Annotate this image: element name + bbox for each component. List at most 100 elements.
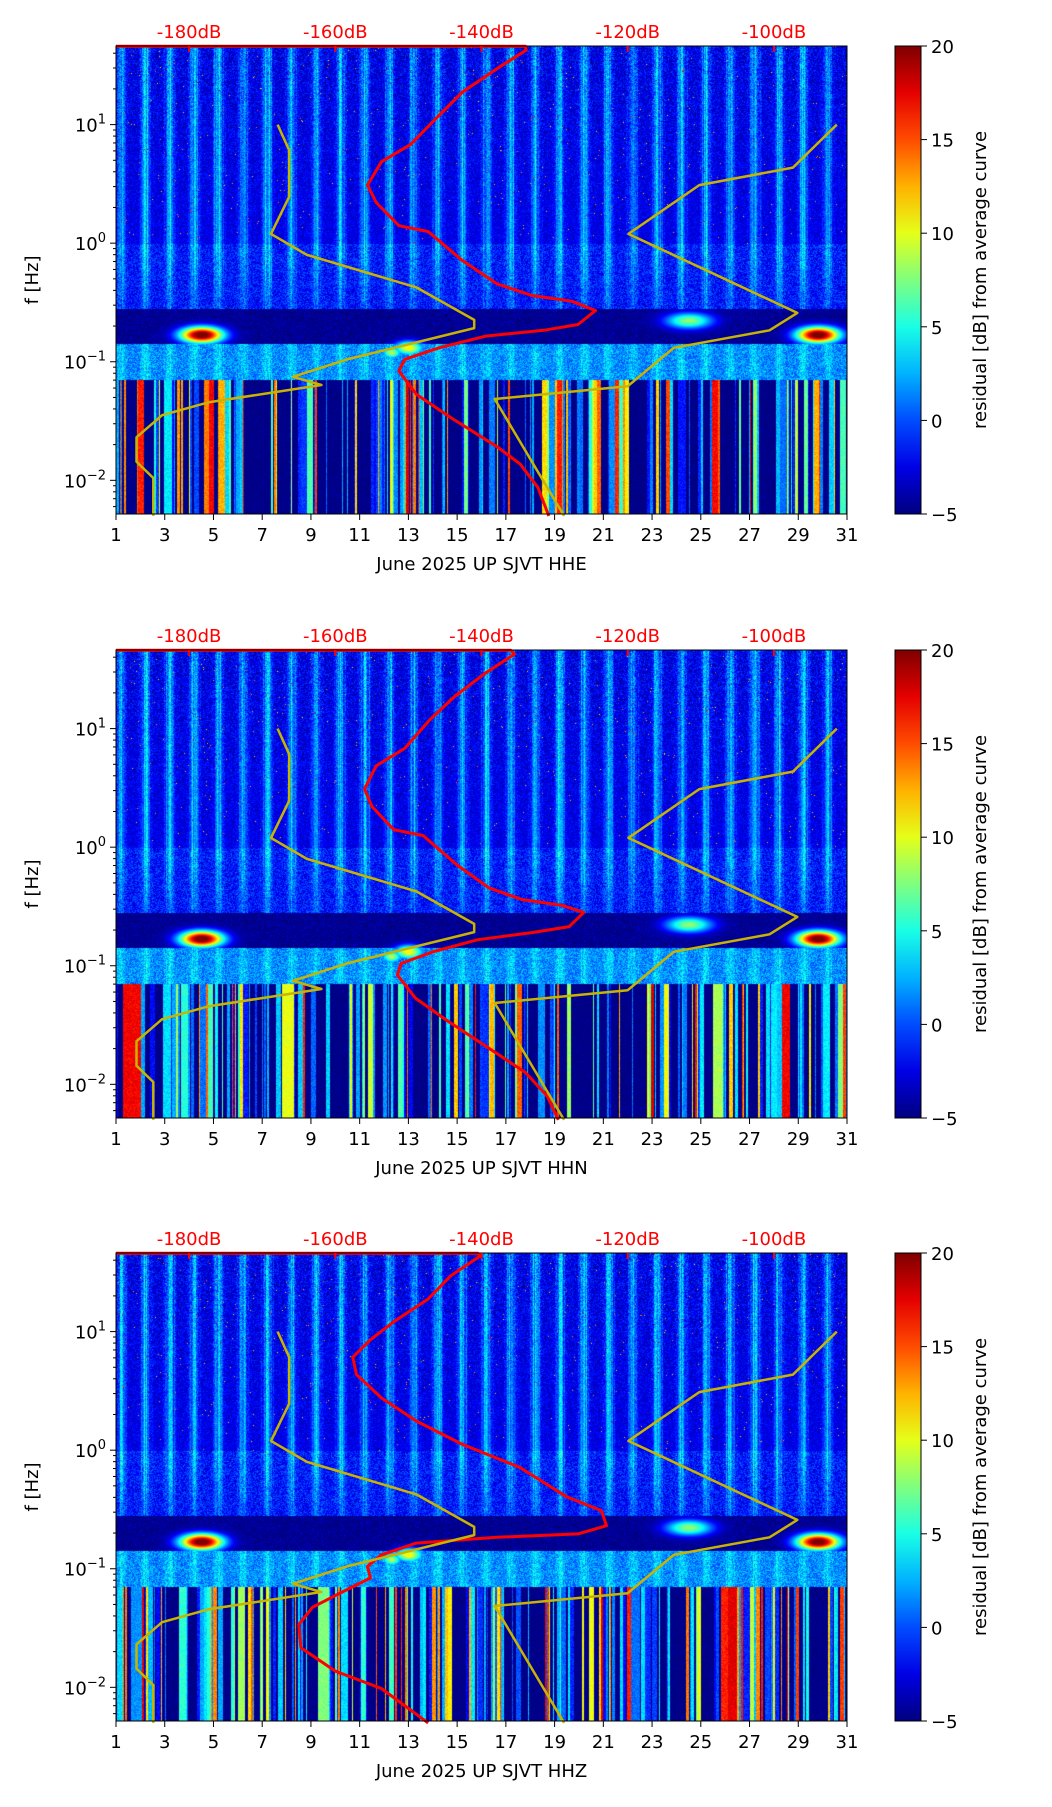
x-axis-label: June 2025 UP SJVT HHN xyxy=(374,1158,588,1179)
x-tick-label: 23 xyxy=(641,1129,664,1150)
x-tick-label: 21 xyxy=(592,525,615,546)
y-tick-exponent: 1 xyxy=(98,1320,106,1335)
average-psd-curve xyxy=(116,1251,608,1725)
y-tick-label: 101 xyxy=(75,1320,106,1344)
top-tick-label: -160dB xyxy=(303,22,368,43)
y-tick-label: 101 xyxy=(75,717,106,741)
colorbar-tick-label: −5 xyxy=(931,505,958,526)
x-tick-label: 31 xyxy=(836,525,859,546)
x-tick-label: 11 xyxy=(348,1732,371,1753)
nhnm-model-curve xyxy=(493,1330,838,1724)
y-tick-base: 10 xyxy=(64,1560,87,1581)
y-tick-exponent: −2 xyxy=(87,1072,106,1087)
y-axis-label: f [Hz] xyxy=(22,859,43,908)
y-tick-label: 10−1 xyxy=(64,350,106,374)
x-tick-label: 31 xyxy=(836,1732,859,1753)
top-tick-label: -120dB xyxy=(595,22,660,43)
x-tick-label: 31 xyxy=(836,1129,859,1150)
nlnm-model-curve xyxy=(135,728,476,1120)
top-tick-label: -180dB xyxy=(157,626,222,647)
top-tick-label: -140dB xyxy=(449,1229,514,1250)
average-psd-curve xyxy=(116,44,597,517)
x-tick-label: 13 xyxy=(397,525,420,546)
colorbar-tick-label: 15 xyxy=(931,735,954,756)
colorbar xyxy=(894,1252,922,1722)
colorbar-label: residual [dB] from average curve xyxy=(970,735,991,1033)
x-tick-label: 11 xyxy=(348,525,371,546)
x-tick-label: 25 xyxy=(689,525,712,546)
y-tick-base: 10 xyxy=(64,957,87,978)
x-tick-label: 5 xyxy=(208,1129,219,1150)
x-tick-label: 9 xyxy=(305,1129,316,1150)
plot-frame xyxy=(115,45,848,515)
nlnm-model-curve xyxy=(135,1331,476,1723)
y-tick-exponent: 0 xyxy=(98,231,106,246)
x-tick-label: 15 xyxy=(446,525,469,546)
x-tick-label: 19 xyxy=(543,525,566,546)
y-tick-exponent: −2 xyxy=(87,1675,106,1690)
colorbar-tick-label: 0 xyxy=(931,411,942,432)
top-tick-label: -180dB xyxy=(157,1229,222,1250)
colorbar-tick-label: 10 xyxy=(931,1431,954,1452)
top-tick-label: -160dB xyxy=(303,1229,368,1250)
y-tick-label: 100 xyxy=(75,231,106,255)
top-tick-label: -120dB xyxy=(595,1229,660,1250)
y-tick-exponent: 1 xyxy=(98,717,106,732)
y-tick-exponent: −1 xyxy=(87,954,106,969)
y-tick-label: 10−1 xyxy=(64,954,106,978)
x-tick-label: 17 xyxy=(494,1129,517,1150)
x-tick-label: 15 xyxy=(446,1129,469,1150)
colorbar-tick-label: 0 xyxy=(931,1618,942,1639)
colorbar-tick-label: 15 xyxy=(931,1338,954,1359)
x-tick-label: 9 xyxy=(305,525,316,546)
x-tick-label: 3 xyxy=(159,1129,170,1150)
y-axis-label: f [Hz] xyxy=(22,1462,43,1511)
x-axis-label: June 2025 UP SJVT HHZ xyxy=(375,1761,587,1782)
x-tick-label: 21 xyxy=(592,1732,615,1753)
y-tick-label: 10−2 xyxy=(64,468,106,492)
y-tick-base: 10 xyxy=(75,1323,98,1344)
colorbar-tick-label: 5 xyxy=(931,922,942,943)
x-tick-label: 1 xyxy=(110,1732,121,1753)
y-tick-base: 10 xyxy=(75,234,98,255)
plot-frame xyxy=(115,1252,848,1722)
y-tick-exponent: 0 xyxy=(98,1438,106,1453)
x-tick-label: 1 xyxy=(110,1129,121,1150)
colorbar-tick-label: −5 xyxy=(931,1109,958,1130)
y-tick-label: 101 xyxy=(75,113,106,137)
top-tick-label: -120dB xyxy=(595,626,660,647)
x-tick-label: 19 xyxy=(543,1129,566,1150)
colorbar xyxy=(894,45,922,515)
x-tick-label: 27 xyxy=(738,1129,761,1150)
y-tick-base: 10 xyxy=(75,116,98,137)
x-tick-label: 3 xyxy=(159,525,170,546)
colorbar-tick-label: 20 xyxy=(931,1244,954,1265)
x-tick-label: 11 xyxy=(348,1129,371,1150)
x-tick-label: 29 xyxy=(787,1732,810,1753)
colorbar-tick-label: −5 xyxy=(931,1712,958,1733)
x-axis-label: June 2025 UP SJVT HHE xyxy=(375,554,586,575)
colorbar-tick-label: 20 xyxy=(931,37,954,58)
y-tick-label: 10−2 xyxy=(64,1675,106,1699)
x-tick-label: 9 xyxy=(305,1732,316,1753)
colorbar-tick-label: 10 xyxy=(931,828,954,849)
colorbar-label: residual [dB] from average curve xyxy=(970,1338,991,1636)
colorbar xyxy=(894,649,922,1119)
y-tick-label: 100 xyxy=(75,835,106,859)
y-tick-base: 10 xyxy=(75,720,98,741)
y-tick-label: 10−2 xyxy=(64,1072,106,1096)
nhnm-model-curve xyxy=(493,123,838,517)
colorbar-tick-label: 0 xyxy=(931,1015,942,1036)
colorbar-label: residual [dB] from average curve xyxy=(970,131,991,429)
y-tick-exponent: 0 xyxy=(98,835,106,850)
y-tick-label: 10−1 xyxy=(64,1557,106,1581)
x-tick-label: 7 xyxy=(256,1732,267,1753)
x-tick-label: 1 xyxy=(110,525,121,546)
x-tick-label: 7 xyxy=(256,525,267,546)
colorbar-tick-label: 10 xyxy=(931,224,954,245)
x-tick-label: 29 xyxy=(787,1129,810,1150)
y-tick-exponent: −2 xyxy=(87,468,106,483)
y-tick-label: 100 xyxy=(75,1438,106,1462)
